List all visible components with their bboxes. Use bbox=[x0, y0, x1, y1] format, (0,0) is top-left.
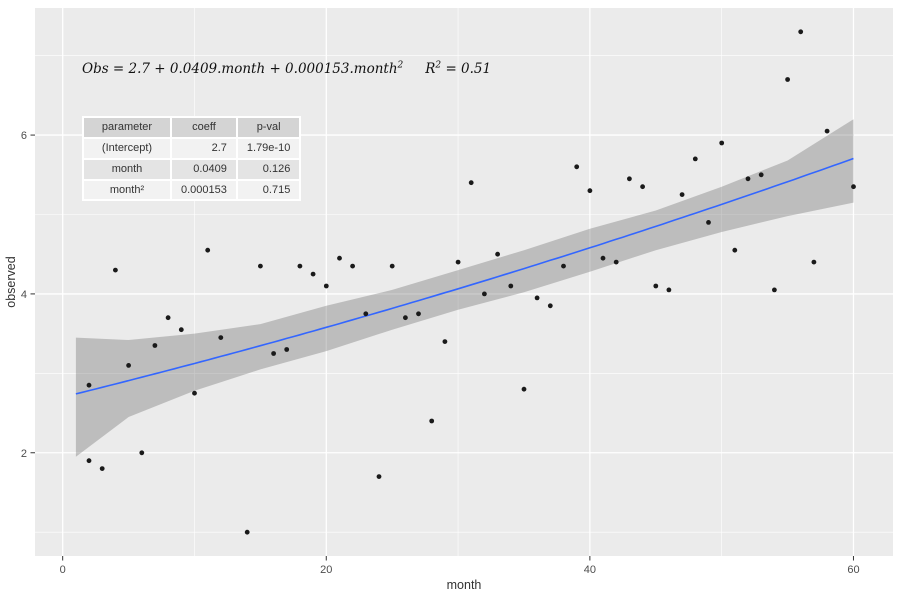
data-point bbox=[310, 271, 316, 277]
r-squared-symbol: R bbox=[425, 60, 436, 77]
data-point bbox=[851, 184, 856, 190]
data-point bbox=[534, 295, 540, 301]
data-point bbox=[824, 128, 830, 134]
y-tick-label: 6 bbox=[21, 130, 27, 142]
data-point bbox=[482, 291, 487, 297]
data-point bbox=[745, 176, 751, 182]
data-point bbox=[798, 29, 804, 35]
r-squared-exponent: 2 bbox=[435, 60, 442, 70]
data-point bbox=[337, 255, 342, 261]
data-point bbox=[706, 220, 711, 225]
data-point bbox=[653, 283, 659, 289]
equation-body: Obs = 2.7 + 0.0409.month + 0.000153.mont… bbox=[82, 60, 398, 77]
data-point bbox=[442, 339, 448, 344]
data-point bbox=[284, 347, 290, 352]
data-point bbox=[99, 466, 105, 471]
equation-text: Obs = 2.7 + 0.0409.month + 0.000153.mont… bbox=[82, 60, 404, 77]
data-point bbox=[152, 343, 158, 348]
data-point bbox=[178, 327, 184, 333]
data-point bbox=[587, 188, 593, 194]
data-point bbox=[350, 263, 355, 269]
table-cell: 0.126 bbox=[235, 157, 302, 181]
data-point bbox=[403, 315, 408, 321]
table-cell: 0.0409 bbox=[170, 157, 238, 181]
confidence-band bbox=[75, 119, 854, 457]
data-point bbox=[785, 77, 790, 82]
x-tick-label: 40 bbox=[584, 564, 596, 576]
data-point bbox=[692, 156, 698, 162]
data-point bbox=[86, 382, 92, 388]
data-point bbox=[271, 351, 276, 356]
y-tick-label: 4 bbox=[21, 289, 27, 301]
table-cell: 0.000153 bbox=[170, 178, 238, 202]
data-point bbox=[666, 287, 672, 293]
data-point bbox=[165, 315, 171, 321]
data-point bbox=[758, 172, 764, 178]
table-row: (Intercept) 2.7 1.79e-10 bbox=[82, 136, 302, 160]
data-point bbox=[192, 390, 197, 396]
table-cell: 0.715 bbox=[235, 178, 302, 202]
table-header-coeff: coeff bbox=[170, 116, 238, 139]
table-row: month 0.0409 0.126 bbox=[82, 157, 302, 181]
data-point bbox=[389, 263, 395, 269]
data-point bbox=[561, 263, 566, 269]
r-squared-value: = 0.51 bbox=[441, 60, 492, 77]
data-point bbox=[574, 164, 580, 170]
data-point bbox=[679, 192, 685, 198]
data-point bbox=[126, 363, 131, 368]
data-point bbox=[139, 450, 145, 456]
data-point bbox=[732, 247, 738, 253]
x-tick-label: 0 bbox=[60, 564, 66, 576]
data-point bbox=[244, 529, 250, 535]
data-point bbox=[363, 311, 369, 317]
table-header-row: parameter coeff p-val bbox=[82, 116, 302, 139]
table-cell: month² bbox=[82, 178, 172, 202]
data-point bbox=[719, 140, 725, 146]
data-point bbox=[205, 247, 211, 253]
r-squared-text: R2 = 0.51 bbox=[425, 60, 492, 77]
equation-annotation: Obs = 2.7 + 0.0409.month + 0.000153.mont… bbox=[82, 60, 491, 77]
data-point bbox=[495, 251, 500, 257]
data-point bbox=[376, 474, 382, 479]
data-point bbox=[297, 263, 303, 269]
data-point bbox=[113, 267, 118, 273]
data-point bbox=[86, 458, 92, 464]
table-header-pval: p-val bbox=[235, 116, 302, 139]
data-point bbox=[429, 418, 435, 424]
data-point bbox=[218, 335, 224, 340]
table-cell: 1.79e-10 bbox=[235, 136, 302, 160]
table-cell: (Intercept) bbox=[82, 136, 172, 160]
data-point bbox=[416, 311, 421, 317]
data-point bbox=[772, 287, 777, 293]
table-cell: 2.7 bbox=[170, 136, 238, 160]
table-header-parameter: parameter bbox=[82, 116, 172, 139]
table-row: month² 0.000153 0.715 bbox=[82, 178, 302, 202]
data-point bbox=[521, 386, 527, 392]
x-tick-label: 60 bbox=[847, 564, 859, 576]
data-point bbox=[508, 283, 514, 289]
data-point bbox=[600, 255, 606, 261]
plot-panel bbox=[35, 8, 893, 556]
data-point bbox=[468, 180, 474, 186]
data-point bbox=[258, 263, 263, 269]
data-point bbox=[811, 259, 817, 265]
y-tick-label: 2 bbox=[21, 448, 27, 460]
coefficient-table: parameter coeff p-val (Intercept) 2.7 1.… bbox=[82, 116, 302, 202]
table-cell: month bbox=[82, 157, 172, 181]
data-point bbox=[323, 283, 329, 289]
data-point bbox=[640, 184, 645, 190]
x-tick-label: 20 bbox=[320, 564, 332, 576]
data-point bbox=[613, 259, 619, 265]
equation-exponent: 2 bbox=[397, 60, 404, 70]
regression-line bbox=[75, 157, 854, 395]
y-axis-title: observed bbox=[4, 256, 18, 307]
data-point bbox=[455, 259, 461, 265]
data-point bbox=[547, 303, 553, 309]
x-axis-title: month bbox=[447, 578, 482, 592]
data-point bbox=[627, 176, 632, 182]
